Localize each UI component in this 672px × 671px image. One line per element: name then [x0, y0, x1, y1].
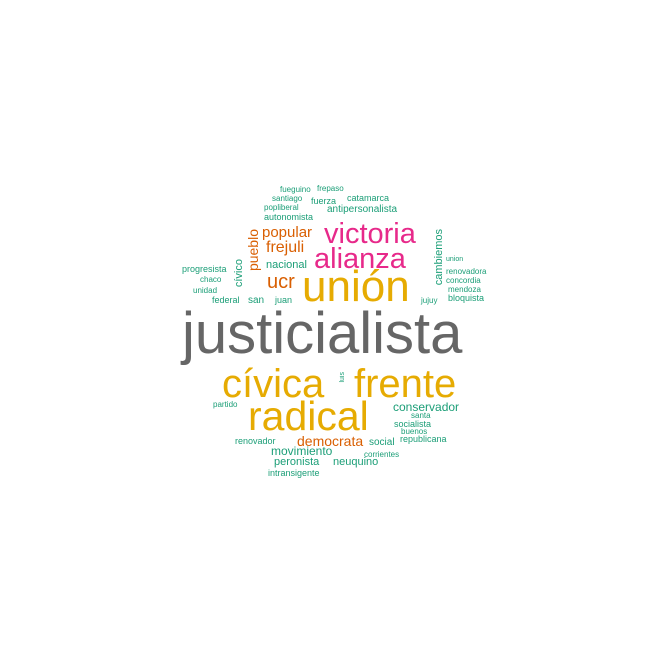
word-renovadora: renovadora	[446, 267, 487, 276]
word-concordia: concordia	[446, 276, 481, 285]
word-renovador: renovador	[235, 436, 276, 446]
word-popular: popular	[262, 224, 313, 241]
word-justicialista: justicialista	[182, 301, 463, 366]
word-democrata: democrata	[297, 433, 364, 449]
word-frepaso: frepaso	[317, 184, 344, 193]
word-peronista: peronista	[274, 456, 320, 468]
word-victoria: victoria	[324, 218, 416, 250]
word-conservador: conservador	[393, 400, 460, 414]
word-ucr: ucr	[267, 271, 295, 293]
word-intransigente: intransigente	[268, 468, 320, 478]
word-republicana: republicana	[400, 434, 447, 444]
word-corrientes: corrientes	[364, 450, 400, 459]
word-fuerza: fuerza	[311, 196, 337, 206]
word-juan: juan	[275, 295, 293, 305]
word-buenos: buenos	[401, 427, 428, 436]
word-pueblo: pueblo	[245, 229, 261, 272]
word-bloquista: bloquista	[448, 293, 485, 303]
word-union: unión	[302, 262, 410, 311]
word-jujuy: jujuy	[421, 296, 438, 305]
word-autonomista: autonomista	[264, 212, 314, 222]
word-antipersonalista: antipersonalista	[327, 204, 398, 215]
word-chaco: chaco	[200, 275, 222, 284]
word-movimiento: movimiento	[271, 444, 333, 458]
word-frejuli: frejuli	[266, 239, 305, 256]
word-cambiemos: cambiemos	[433, 229, 445, 286]
word-santiago: santiago	[272, 194, 303, 203]
word-social: social	[369, 437, 395, 448]
word-unidad: unidad	[193, 286, 218, 295]
word-alianza: alianza	[314, 243, 406, 275]
word-union-small: union	[446, 256, 464, 263]
word-socialista: socialista	[394, 419, 432, 429]
word-santa: santa	[411, 411, 431, 420]
word-san: san	[248, 295, 265, 306]
word-civico: cívico	[233, 259, 245, 288]
word-radical: radical	[248, 393, 369, 439]
word-catamarca: catamarca	[347, 193, 390, 203]
word-civica: cívica	[222, 362, 325, 406]
word-popliberal: popliberal	[264, 203, 299, 212]
word-partido: partido	[213, 400, 238, 409]
word-nacional: nacional	[266, 259, 307, 271]
word-luis: luis	[339, 372, 346, 383]
word-frente: frente	[354, 362, 457, 406]
word-neuquino: neuquino	[333, 456, 379, 468]
word-mendoza: mendoza	[448, 285, 481, 294]
word-progresista: progresista	[182, 264, 227, 274]
word-federal: federal	[212, 295, 240, 305]
word-fueguino: fueguino	[280, 185, 311, 194]
